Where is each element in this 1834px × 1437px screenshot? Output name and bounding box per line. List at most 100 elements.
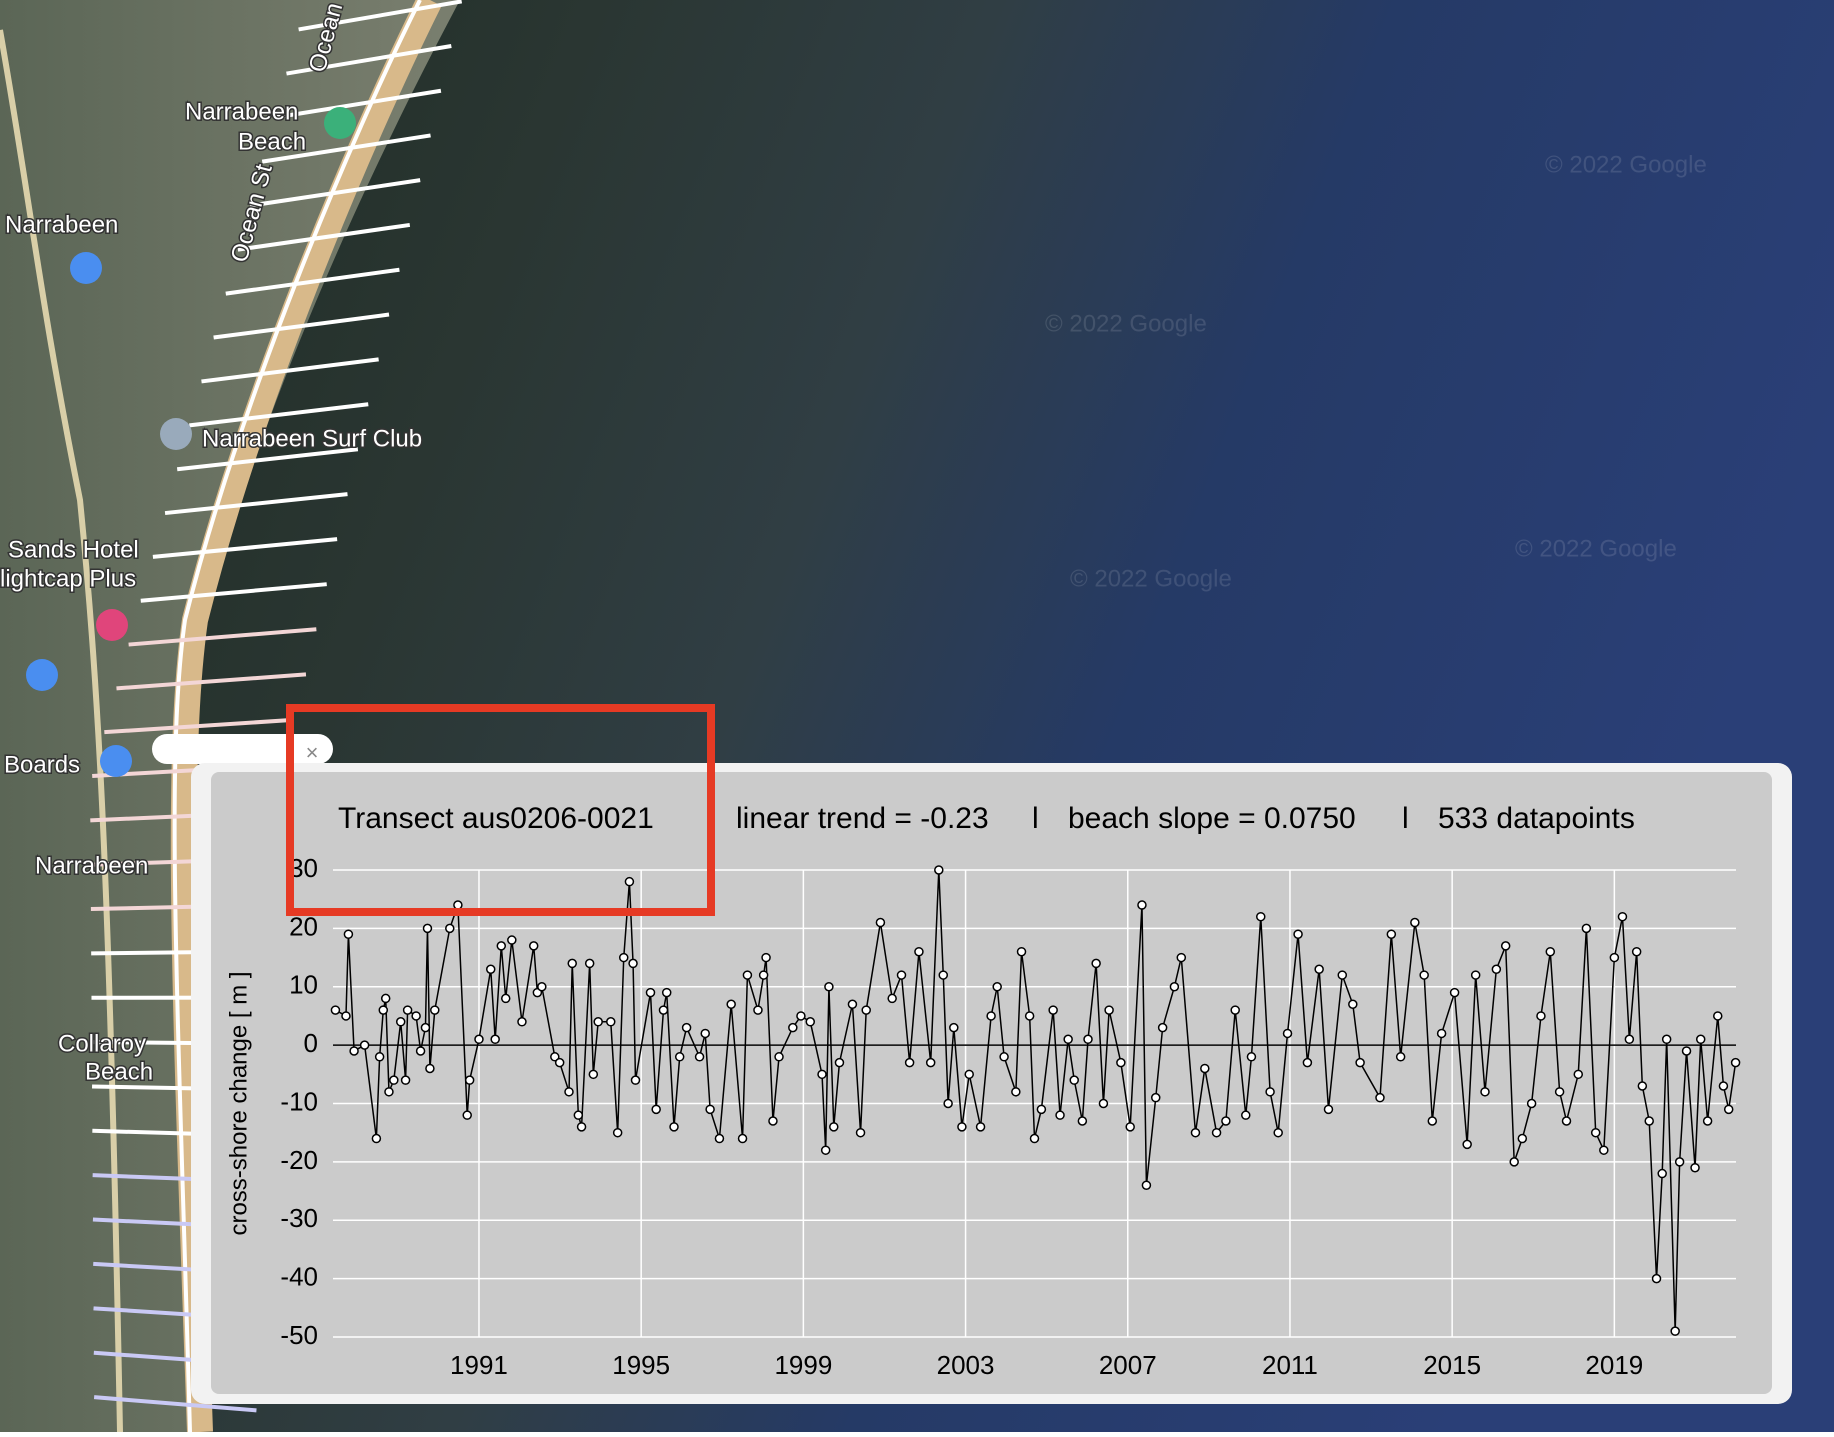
watermark: © 2022 Google (1045, 310, 1207, 337)
data-point (944, 1100, 952, 1108)
data-point (1546, 948, 1554, 956)
data-point (822, 1146, 830, 1154)
watermark: © 2022 Google (1515, 535, 1677, 562)
data-point (1510, 1158, 1518, 1166)
data-point (857, 1129, 865, 1137)
data-point (1191, 1129, 1199, 1137)
data-point (518, 1018, 526, 1026)
data-point (466, 1076, 474, 1084)
data-point (1600, 1146, 1608, 1154)
map-label: Narrabeen (5, 211, 118, 238)
close-button[interactable]: × (306, 740, 319, 765)
data-point (614, 1129, 622, 1137)
data-point (1201, 1064, 1209, 1072)
data-point (1092, 959, 1100, 967)
data-point (574, 1111, 582, 1119)
data-point (806, 1018, 814, 1026)
data-point (739, 1135, 747, 1143)
data-point (1247, 1053, 1255, 1061)
data-point (423, 924, 431, 932)
data-point (463, 1111, 471, 1119)
data-point (372, 1135, 380, 1143)
data-point (1719, 1082, 1727, 1090)
map-label: Narrabeen (185, 98, 298, 125)
data-point (1518, 1135, 1526, 1143)
data-point (1563, 1117, 1571, 1125)
data-point (927, 1059, 935, 1067)
data-point (1376, 1094, 1384, 1102)
data-point (1056, 1111, 1064, 1119)
data-point (762, 954, 770, 962)
data-point (1472, 971, 1480, 979)
map-pin[interactable] (26, 659, 58, 691)
data-point (1356, 1059, 1364, 1067)
data-point (701, 1029, 709, 1037)
y-tick-label: -50 (280, 1320, 318, 1350)
x-tick-label: 2019 (1585, 1350, 1643, 1380)
data-point (797, 1012, 805, 1020)
data-point (1257, 913, 1265, 921)
data-point (508, 936, 516, 944)
map-pin[interactable] (324, 107, 356, 139)
map-pin[interactable] (96, 609, 128, 641)
data-point (1683, 1047, 1691, 1055)
data-point (1653, 1275, 1661, 1283)
data-point (1266, 1088, 1274, 1096)
x-tick-label: 1999 (774, 1350, 832, 1380)
data-point (502, 994, 510, 1002)
data-point (743, 971, 751, 979)
data-point (876, 919, 884, 927)
data-point (652, 1105, 660, 1113)
data-point (556, 1059, 564, 1067)
data-point (663, 989, 671, 997)
data-point (775, 1053, 783, 1061)
data-point (417, 1047, 425, 1055)
data-point (897, 971, 905, 979)
data-point (1049, 1006, 1057, 1014)
data-point (344, 930, 352, 938)
data-point (578, 1123, 586, 1131)
data-point (1428, 1117, 1436, 1125)
data-point (390, 1076, 398, 1084)
data-point (376, 1053, 384, 1061)
data-point (1556, 1088, 1564, 1096)
x-tick-label: 2003 (937, 1350, 995, 1380)
data-point (1105, 1006, 1113, 1014)
data-point (1387, 930, 1395, 938)
y-axis-label: cross-shore change [ m ] (225, 971, 252, 1235)
data-point (825, 983, 833, 991)
data-point (659, 1006, 667, 1014)
data-point (1537, 1012, 1545, 1020)
data-point (835, 1059, 843, 1067)
map-pin[interactable] (100, 745, 132, 777)
map-pin[interactable] (70, 252, 102, 284)
data-point (715, 1135, 723, 1143)
data-point (1117, 1059, 1125, 1067)
data-point (397, 1018, 405, 1026)
data-point (565, 1088, 573, 1096)
annotation: l (1402, 802, 1409, 835)
y-tick-label: -40 (280, 1262, 318, 1292)
annotation: linear trend = -0.23 (736, 802, 989, 835)
data-point (935, 866, 943, 874)
data-point (402, 1076, 410, 1084)
data-point (1084, 1035, 1092, 1043)
data-point (1481, 1088, 1489, 1096)
data-point (594, 1018, 602, 1026)
data-point (683, 1024, 691, 1032)
data-point (1078, 1117, 1086, 1125)
data-point (1284, 1029, 1292, 1037)
map-label: Collaroy (58, 1030, 146, 1057)
data-point (848, 1000, 856, 1008)
data-point (1142, 1181, 1150, 1189)
data-point (1528, 1100, 1536, 1108)
data-point (676, 1053, 684, 1061)
map-label: Beach (85, 1058, 153, 1085)
data-point (1658, 1170, 1666, 1178)
map-pin[interactable] (160, 418, 192, 450)
data-point (1633, 948, 1641, 956)
data-point (1159, 1024, 1167, 1032)
data-point (950, 1024, 958, 1032)
data-point (939, 971, 947, 979)
data-point (727, 1000, 735, 1008)
